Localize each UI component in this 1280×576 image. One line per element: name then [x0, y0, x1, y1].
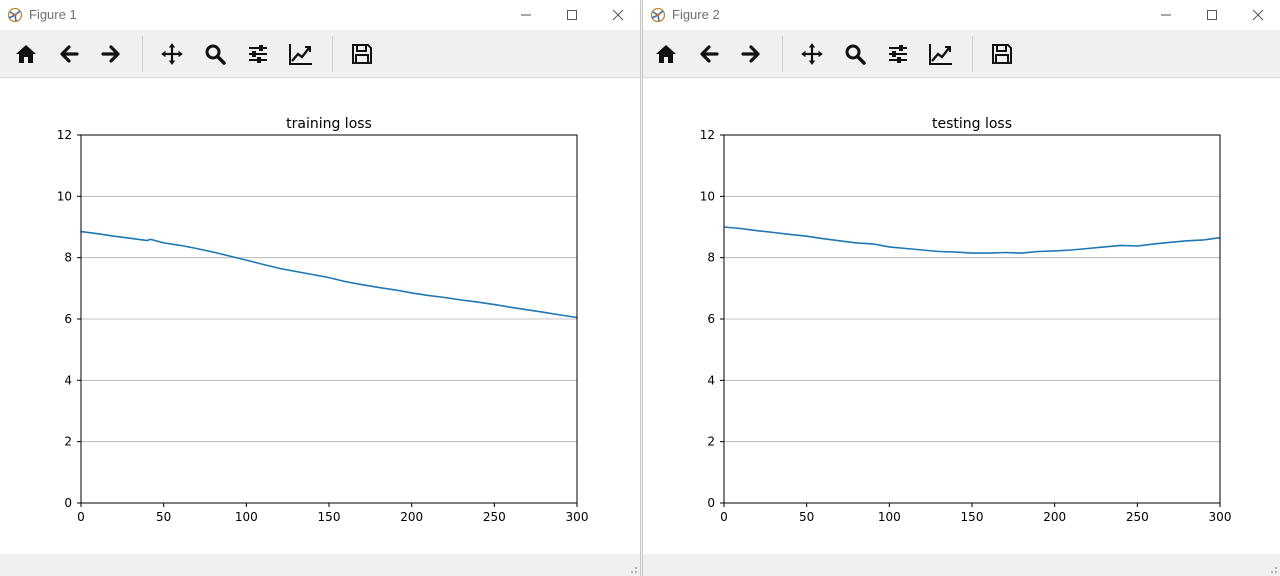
toolbar-separator: [972, 36, 973, 72]
sliders-icon: [886, 42, 910, 66]
arrow-left-icon: [57, 42, 81, 66]
pan-button[interactable]: [158, 40, 186, 68]
maximize-icon: [566, 9, 578, 21]
zoom-button[interactable]: [201, 40, 229, 68]
navigation-toolbar: [643, 30, 1280, 78]
y-tick-label: 12: [57, 128, 72, 142]
home-icon: [14, 42, 38, 66]
forward-button[interactable]: [97, 40, 125, 68]
x-tick-label: 0: [77, 510, 85, 524]
line-chart-icon: [928, 42, 954, 66]
toolbar-separator: [332, 36, 333, 72]
close-button[interactable]: [1235, 0, 1280, 30]
minimize-icon: [520, 9, 532, 21]
close-icon: [1252, 9, 1264, 21]
back-button[interactable]: [55, 40, 83, 68]
close-button[interactable]: [595, 0, 641, 30]
toolbar-separator: [142, 36, 143, 72]
chart-title: training loss: [286, 116, 372, 132]
matplotlib-app-icon: [7, 7, 23, 23]
x-tick-label: 250: [483, 510, 506, 524]
save-button[interactable]: [348, 40, 376, 68]
x-tick-label: 150: [961, 510, 984, 524]
figure-1-window: Figure 1: [0, 0, 641, 576]
maximize-icon: [1206, 9, 1218, 21]
save-icon: [990, 42, 1014, 66]
x-tick-label: 150: [318, 510, 341, 524]
y-tick-label: 8: [707, 251, 715, 265]
title-bar[interactable]: Figure 1: [0, 0, 640, 30]
x-tick-label: 250: [1126, 510, 1149, 524]
home-icon: [654, 42, 678, 66]
sliders-icon: [246, 42, 270, 66]
maximize-button[interactable]: [1189, 0, 1235, 30]
pan-button[interactable]: [798, 40, 826, 68]
y-tick-label: 6: [707, 312, 715, 326]
minimize-icon: [1160, 9, 1172, 21]
y-tick-label: 2: [707, 435, 715, 449]
y-tick-label: 4: [64, 373, 72, 387]
forward-button[interactable]: [737, 40, 765, 68]
zoom-button[interactable]: [841, 40, 869, 68]
home-button[interactable]: [12, 40, 40, 68]
arrow-right-icon: [739, 42, 763, 66]
minimize-button[interactable]: [503, 0, 549, 30]
y-tick-label: 0: [707, 496, 715, 510]
x-tick-label: 200: [400, 510, 423, 524]
save-button[interactable]: [988, 40, 1016, 68]
x-tick-label: 200: [1043, 510, 1066, 524]
configure-subplots-button[interactable]: [884, 40, 912, 68]
close-icon: [612, 9, 624, 21]
arrow-right-icon: [99, 42, 123, 66]
x-tick-label: 50: [799, 510, 814, 524]
maximize-button[interactable]: [549, 0, 595, 30]
arrow-left-icon: [697, 42, 721, 66]
status-bar: [643, 554, 1280, 576]
y-tick-label: 10: [57, 189, 72, 203]
title-bar[interactable]: Figure 2: [643, 0, 1280, 30]
loss-chart[interactable]: testing loss 0 2 4 6 8 10 12 0 50 100 150 200 250 300: [643, 78, 1280, 554]
x-tick-label: 100: [235, 510, 258, 524]
x-tick-label: 50: [156, 510, 171, 524]
matplotlib-app-icon: [650, 7, 666, 23]
loss-chart[interactable]: training loss 0 2 4 6 8 10 12 0 50 100 150 200 250 300: [0, 78, 640, 554]
plot-canvas[interactable]: training loss 0 2 4 6 8 10 12 0 50 100 150 200 250 300: [0, 78, 640, 554]
y-tick-label: 12: [700, 128, 715, 142]
move-icon: [799, 41, 825, 67]
magnifier-icon: [843, 42, 867, 66]
toolbar-separator: [782, 36, 783, 72]
loss-line: [724, 227, 1220, 253]
figure-2-window: Figure 2: [642, 0, 1280, 576]
minimize-button[interactable]: [1143, 0, 1189, 30]
x-tick-label: 300: [1209, 510, 1232, 524]
x-tick-label: 0: [720, 510, 728, 524]
magnifier-icon: [203, 42, 227, 66]
plot-canvas[interactable]: testing loss 0 2 4 6 8 10 12 0 50 100 150 200 250 300: [643, 78, 1280, 554]
loss-line: [81, 232, 577, 318]
move-icon: [159, 41, 185, 67]
navigation-toolbar: [0, 30, 640, 78]
y-tick-label: 8: [64, 251, 72, 265]
resize-grip-icon[interactable]: [1268, 564, 1278, 574]
window-title: Figure 2: [672, 7, 720, 22]
home-button[interactable]: [652, 40, 680, 68]
line-chart-icon: [288, 42, 314, 66]
y-tick-label: 2: [64, 435, 72, 449]
resize-grip-icon[interactable]: [628, 564, 638, 574]
edit-axis-button[interactable]: [927, 40, 955, 68]
edit-axis-button[interactable]: [287, 40, 315, 68]
y-tick-label: 0: [64, 496, 72, 510]
back-button[interactable]: [695, 40, 723, 68]
y-tick-label: 4: [707, 373, 715, 387]
chart-title: testing loss: [932, 116, 1012, 132]
x-tick-label: 100: [878, 510, 901, 524]
window-title: Figure 1: [29, 7, 77, 22]
configure-subplots-button[interactable]: [244, 40, 272, 68]
y-tick-label: 10: [700, 189, 715, 203]
x-tick-label: 300: [566, 510, 589, 524]
y-tick-label: 6: [64, 312, 72, 326]
save-icon: [350, 42, 374, 66]
status-bar: [0, 554, 640, 576]
